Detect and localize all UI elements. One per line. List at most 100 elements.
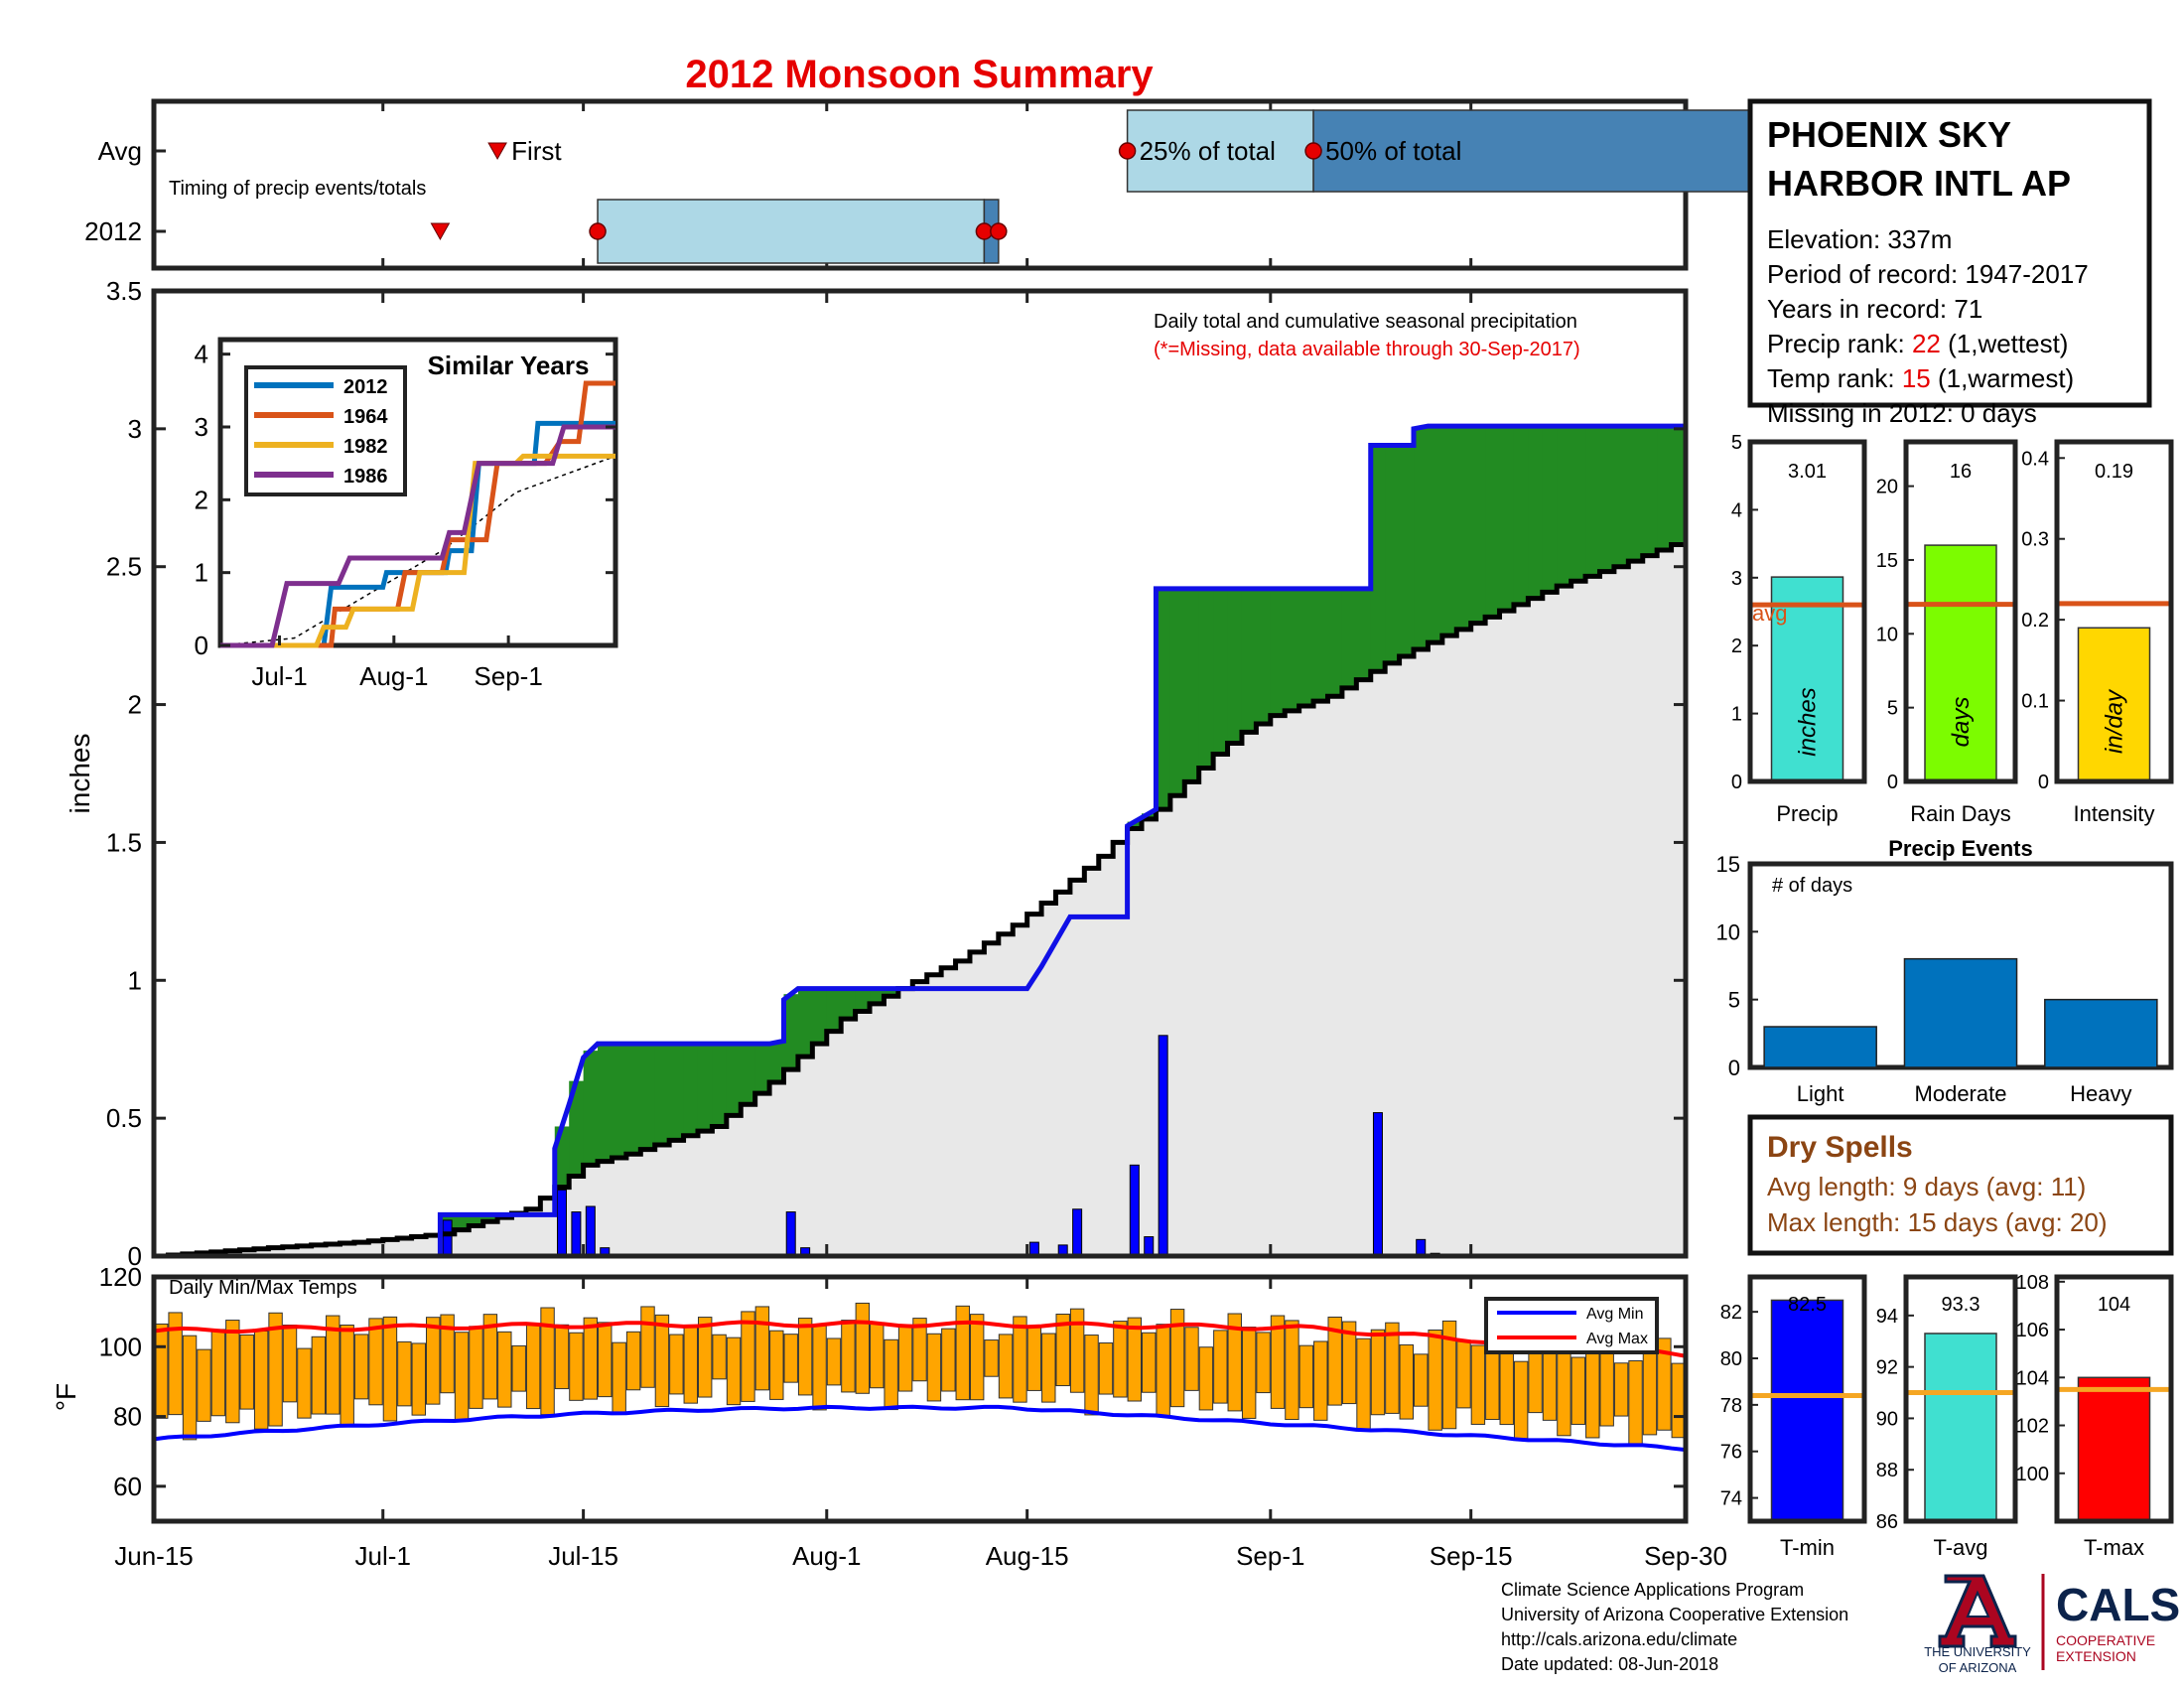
daily-temp-bar: [1356, 1337, 1371, 1431]
daily-precip-bar: [556, 1189, 567, 1257]
temp-xtick-label: Jul-1: [355, 1541, 411, 1571]
daily-temp-bar: [1628, 1359, 1643, 1445]
daily-temp-bar: [340, 1324, 354, 1427]
daily-temp-bar: [812, 1325, 827, 1411]
precip_bar-unit-label: inches: [1795, 687, 1822, 756]
intensity_bar-ytick-label: 0.1: [2021, 691, 2049, 713]
station-info-frame: [1747, 98, 2152, 408]
inset-xtick-label: Sep-1: [474, 661, 542, 691]
above-average-region: [712, 1044, 728, 1127]
above-average-region: [1156, 588, 1171, 810]
above-average-region: [726, 1044, 742, 1116]
station-name-line1: PHOENIX SKY: [1767, 114, 2011, 155]
intensity_bar-unit-label: in/day: [2102, 688, 2128, 754]
precip-rank-label: Precip rank:: [1767, 329, 1912, 358]
daily-temp-bar: [397, 1340, 412, 1407]
tavg_bar-ytick-label: 88: [1876, 1460, 1898, 1481]
above-average-region: [1169, 588, 1185, 796]
inset-ytick-label: 3: [195, 412, 208, 442]
timing-marker-q25: [1118, 142, 1137, 160]
main-ytick-label: 1.5: [106, 827, 142, 857]
temp-ytick-label: 80: [113, 1402, 142, 1432]
daily-temp-bar: [783, 1334, 798, 1383]
daily-temp-bar: [841, 1320, 856, 1393]
intensity_bar-frame: [2054, 439, 2174, 784]
temp-rank: Temp rank: 15 (1,warmest): [1767, 363, 2074, 393]
above-average-region: [870, 988, 886, 1004]
dry-spells-max-length: Max length: 15 days (avg: 20): [1767, 1207, 2108, 1237]
timing-row-label: Avg: [98, 136, 142, 166]
timing-triangle-first: [487, 142, 507, 161]
daily-temp-bar: [497, 1331, 512, 1408]
temp-rank-note: (1,warmest): [1931, 363, 2074, 393]
daily-temp-bar: [926, 1333, 942, 1402]
above-average-region: [1370, 445, 1386, 672]
intensity_bar-ytick-label: 0: [2038, 772, 2049, 793]
above-average-region: [1399, 445, 1415, 656]
daily-temp-bar: [1298, 1344, 1314, 1409]
daily-precip-bar: [442, 1219, 453, 1257]
above-average-region: [1184, 588, 1200, 782]
daily-temp-bar: [368, 1318, 383, 1406]
missing-data-note: (*=Missing, data available through 30-Se…: [1154, 339, 1580, 360]
above-average-region: [1127, 821, 1143, 829]
timing-marker-q25: [589, 222, 607, 240]
tavg_bar-value-bar: [1924, 1333, 1997, 1522]
above-average-region: [1499, 426, 1515, 612]
daily-temp-bar: [1599, 1342, 1614, 1427]
daily-temp-bar: [268, 1312, 283, 1427]
temp-annotation: Daily Min/Max Temps: [169, 1277, 357, 1299]
above-average-region: [683, 1044, 699, 1136]
temp-legend-label-min: Avg Min: [1586, 1306, 1644, 1323]
temp-ytick-label: 120: [99, 1262, 142, 1292]
station-period: Period of record: 1947-2017: [1767, 259, 2089, 289]
above-average-region: [482, 1214, 498, 1222]
main-ytick-label: 1: [128, 965, 142, 995]
daily-temp-bar: [669, 1334, 684, 1395]
above-average-region: [1428, 426, 1443, 643]
missing-days: Missing in 2012: 0 days: [1767, 398, 2037, 428]
daily-temp-bar: [1313, 1340, 1328, 1421]
daily-temp-bar: [884, 1338, 898, 1411]
timing-label-q25: 25% of total: [1140, 136, 1276, 166]
daily-temp-bar: [998, 1334, 1014, 1399]
above-average-region: [1513, 426, 1529, 605]
timing-label-q50: 50% of total: [1325, 136, 1461, 166]
temp-legend-box: [1484, 1297, 1659, 1354]
intensity_bar-ytick-label: 0.2: [2021, 610, 2049, 632]
daily-temp-bar: [411, 1342, 426, 1416]
temp-ylabel: °F: [51, 1383, 81, 1411]
daily-temp-bar: [683, 1325, 698, 1404]
daily-temp-bar: [1441, 1320, 1457, 1430]
inset-average-curve: [219, 455, 616, 646]
daily-temp-bar: [1327, 1316, 1342, 1406]
daily-temp-bar: [640, 1306, 655, 1388]
daily-temp-bar: [1657, 1337, 1672, 1431]
above-average-region: [797, 988, 813, 1057]
figure-title: 2012 Monsoon Summary: [685, 53, 1154, 96]
tmax_bar-ytick-label: 106: [2016, 1320, 2049, 1341]
above-average-region: [1599, 426, 1615, 572]
daily-temp-bar: [1285, 1320, 1299, 1421]
timing-box-25-50: [1126, 109, 1314, 193]
precip_bar-category-label: Precip: [1776, 801, 1838, 826]
tmin_bar-value-bar: [1770, 1299, 1844, 1522]
above-average-region: [1256, 588, 1272, 725]
above-average-region: [1528, 426, 1544, 599]
above-average-region: [1657, 426, 1673, 551]
station-info-box: PHOENIX SKY HARBOR INTL AP Elevation: 337m…: [1747, 98, 2152, 428]
precip_bar-frame: [1747, 439, 1867, 784]
temp-ytick-label: 60: [113, 1472, 142, 1501]
tmax_bar-value-bar: [2077, 1376, 2151, 1522]
daily-temp-bar: [1084, 1335, 1099, 1416]
daily-temp-bar: [1113, 1321, 1128, 1398]
timing-row-label: 2012: [84, 216, 142, 246]
ua-logo-line1: THE UNIVERSITY: [1924, 1644, 2031, 1659]
daily-temp-bar: [654, 1314, 670, 1408]
daily-temp-bar: [697, 1317, 713, 1398]
tmax_bar-category-label: T-max: [2084, 1535, 2144, 1560]
daily-temp-bar: [712, 1334, 727, 1380]
daily-temp-bar: [1013, 1316, 1027, 1403]
summary-bar-charts: 0 1 2 3 4 5 3.01 inches avg Precip 0 5 10 15 20 16 days R…: [1731, 432, 2174, 826]
dry-spells-box: Dry Spells Avg length: 9 days (avg: 11) Ma…: [1747, 1114, 2174, 1256]
